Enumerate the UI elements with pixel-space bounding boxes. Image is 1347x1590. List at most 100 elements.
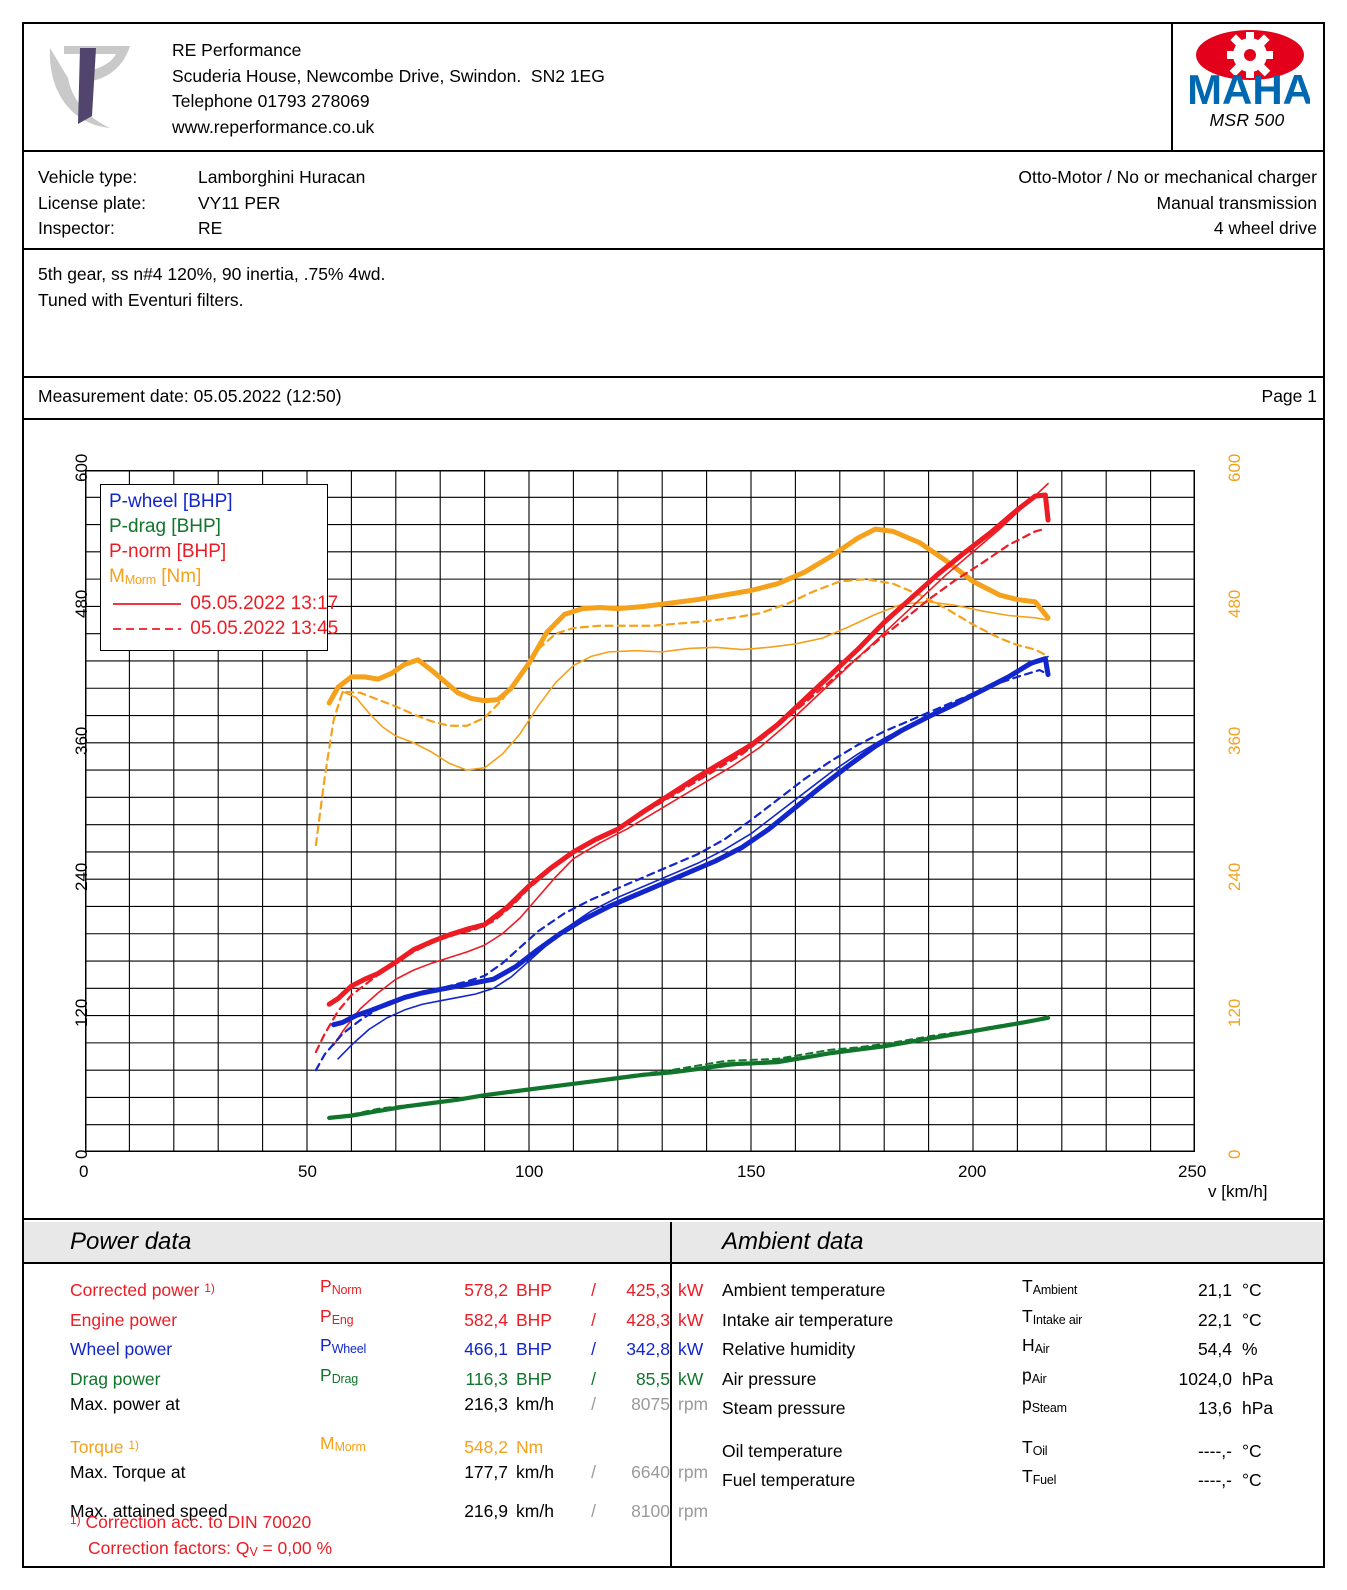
measurement-frame	[22, 378, 1325, 420]
table-spacer-row	[722, 1422, 1273, 1435]
series-path-6	[331, 656, 1051, 1028]
row-symbol: pSteam	[1022, 1394, 1067, 1415]
row-label: Engine power	[70, 1309, 178, 1330]
y-axis-left-tick-360: 360	[72, 726, 91, 755]
legend-item-p-norm: P-norm [BHP]	[109, 541, 227, 562]
row-value-1: 582,4	[464, 1309, 508, 1330]
row-symbol	[320, 1392, 430, 1418]
row-label: Max. attained speed	[70, 1500, 228, 1521]
series-path-8	[337, 655, 1049, 1060]
row-value-2	[596, 1431, 670, 1461]
row-unit-2: rpm	[678, 1394, 709, 1414]
row-symbol	[320, 1460, 430, 1486]
row-unit-1: BHP	[516, 1309, 552, 1330]
table-row: Relative humidity HAir 54,4%	[722, 1333, 1273, 1363]
vehicle-info-left: Vehicle type: Lamborghini Huracan License…	[38, 165, 365, 242]
maha-logo: MAHA	[1187, 28, 1313, 113]
row-value-1: 466,1	[464, 1339, 508, 1359]
row-value-2: 428,3	[626, 1309, 670, 1330]
power-data-table: Corrected power 1) PNorm 578,2 BHP/425,3 kW E…	[70, 1274, 708, 1524]
row-separator: /	[591, 1280, 596, 1300]
x-axis-tick-150: 150	[737, 1162, 766, 1181]
vehicle-frame	[22, 152, 1325, 250]
row-value-1: 548,2	[464, 1436, 508, 1457]
table-row: Max. power at 216,3 km/h / 8075 rpm	[70, 1392, 708, 1418]
y-axis-right-tick-360: 360	[1225, 726, 1244, 755]
row-unit-1: BHP	[516, 1280, 552, 1300]
row-label: Oil temperature	[722, 1440, 843, 1461]
row-unit: °C	[1242, 1440, 1262, 1461]
row-separator: /	[591, 1368, 596, 1389]
series-path-3	[326, 492, 1051, 1007]
row-unit-1: BHP	[516, 1339, 552, 1359]
row-label: Air pressure	[722, 1368, 817, 1389]
row-value-1: 216,3	[464, 1394, 508, 1414]
legend-run2-label: 05.05.2022 13:45	[190, 618, 339, 639]
row-value-1: 578,2	[464, 1280, 508, 1300]
row-value: 1024,0	[1178, 1368, 1232, 1389]
row-unit: hPa	[1242, 1368, 1274, 1389]
row-separator: /	[591, 1339, 596, 1359]
row-unit-1: km/h	[516, 1500, 554, 1521]
row-symbol: HAir	[1022, 1335, 1050, 1356]
row-label: Drag power	[70, 1368, 161, 1389]
inspector-value: RE	[198, 218, 223, 238]
x-axis-unit-label: v [km/h]	[1208, 1182, 1268, 1201]
row-value-2: 6640	[631, 1462, 670, 1482]
table-row: Drag power PDrag 116,3 BHP / 85,5 kW	[70, 1363, 708, 1393]
x-axis-tick-0: 0	[79, 1162, 89, 1181]
legend-item-p-wheel: P-wheel [BHP]	[109, 491, 233, 512]
device-logo-cell	[1171, 24, 1325, 150]
bottom-panels: Power data Ambient data Corrected power …	[22, 1220, 1325, 1568]
legend-solid-line-swatch	[113, 603, 181, 605]
row-unit: %	[1242, 1339, 1258, 1359]
series-path-0	[326, 526, 1051, 706]
row-unit: hPa	[1242, 1398, 1274, 1418]
y-axis-right-tick-120: 120	[1225, 998, 1244, 1027]
table-spacer-row	[70, 1418, 708, 1431]
row-value-1: 216,9	[464, 1500, 508, 1521]
y-axis-left-tick-120: 120	[72, 998, 91, 1027]
row-unit-2: rpm	[678, 1462, 709, 1482]
row-symbol: TIntake air	[1022, 1305, 1083, 1327]
series-path-11	[328, 1014, 1049, 1120]
table-row: Intake air temperature TIntake air 22,1 °C	[722, 1304, 1273, 1334]
row-unit-1: km/h	[516, 1462, 554, 1482]
series-path-5	[332, 482, 1049, 1046]
table-row: Engine power PEng 582,4 BHP / 428,3 kW	[70, 1304, 708, 1334]
dyno-chart	[85, 470, 1195, 1152]
y-axis-left-tick-0: 0	[72, 1149, 91, 1159]
chart-canvas	[85, 470, 1195, 1152]
vehicle-info-right: Otto-Motor / No or mechanical charger Ma…	[1018, 165, 1317, 242]
table-spacer-row	[70, 1486, 708, 1499]
correction-footnote: 1) Correction acc. to DIN 70020 Correcti…	[70, 1508, 332, 1565]
notes-frame	[22, 250, 1325, 378]
note-line-2: Tuned with Eventuri filters.	[38, 289, 244, 310]
row-value: ----,-	[1197, 1470, 1232, 1490]
table-row: Corrected power 1) PNorm 578,2 BHP / 425,3 kW	[70, 1274, 708, 1304]
row-symbol: PWheel	[320, 1335, 367, 1356]
power-data-title: Power data	[70, 1228, 192, 1255]
row-value-1: 177,7	[464, 1462, 508, 1482]
company-name: RE Performance	[172, 40, 302, 60]
correction-footnote-line1: 1) Correction acc. to DIN 70020	[70, 1512, 312, 1532]
chart-frame	[22, 420, 1325, 1220]
panel-divider	[670, 1222, 672, 1566]
row-label: Max. Torque at	[70, 1462, 186, 1482]
ambient-data-title: Ambient data	[722, 1228, 864, 1255]
license-plate-label: License plate:	[38, 192, 146, 213]
row-unit: °C	[1242, 1280, 1262, 1300]
table-row: Fuel temperature TFuel ----,- °C	[722, 1464, 1273, 1494]
vehicle-type-value: Lamborghini Huracan	[198, 167, 366, 187]
page-number: Page 1	[1261, 386, 1317, 406]
row-separator: /	[591, 1309, 596, 1330]
company-phone: Telephone 01793 278069	[172, 91, 370, 111]
company-website: www.reperformance.co.uk	[172, 116, 375, 137]
row-value: 54,4	[1197, 1339, 1232, 1359]
row-value-1: 116,3	[465, 1368, 509, 1389]
drive-type: 4 wheel drive	[1213, 218, 1317, 238]
x-axis-tick-250: 250	[1178, 1162, 1207, 1181]
series-path-7	[314, 668, 1046, 1072]
row-symbol: TAmbient	[1022, 1276, 1078, 1297]
